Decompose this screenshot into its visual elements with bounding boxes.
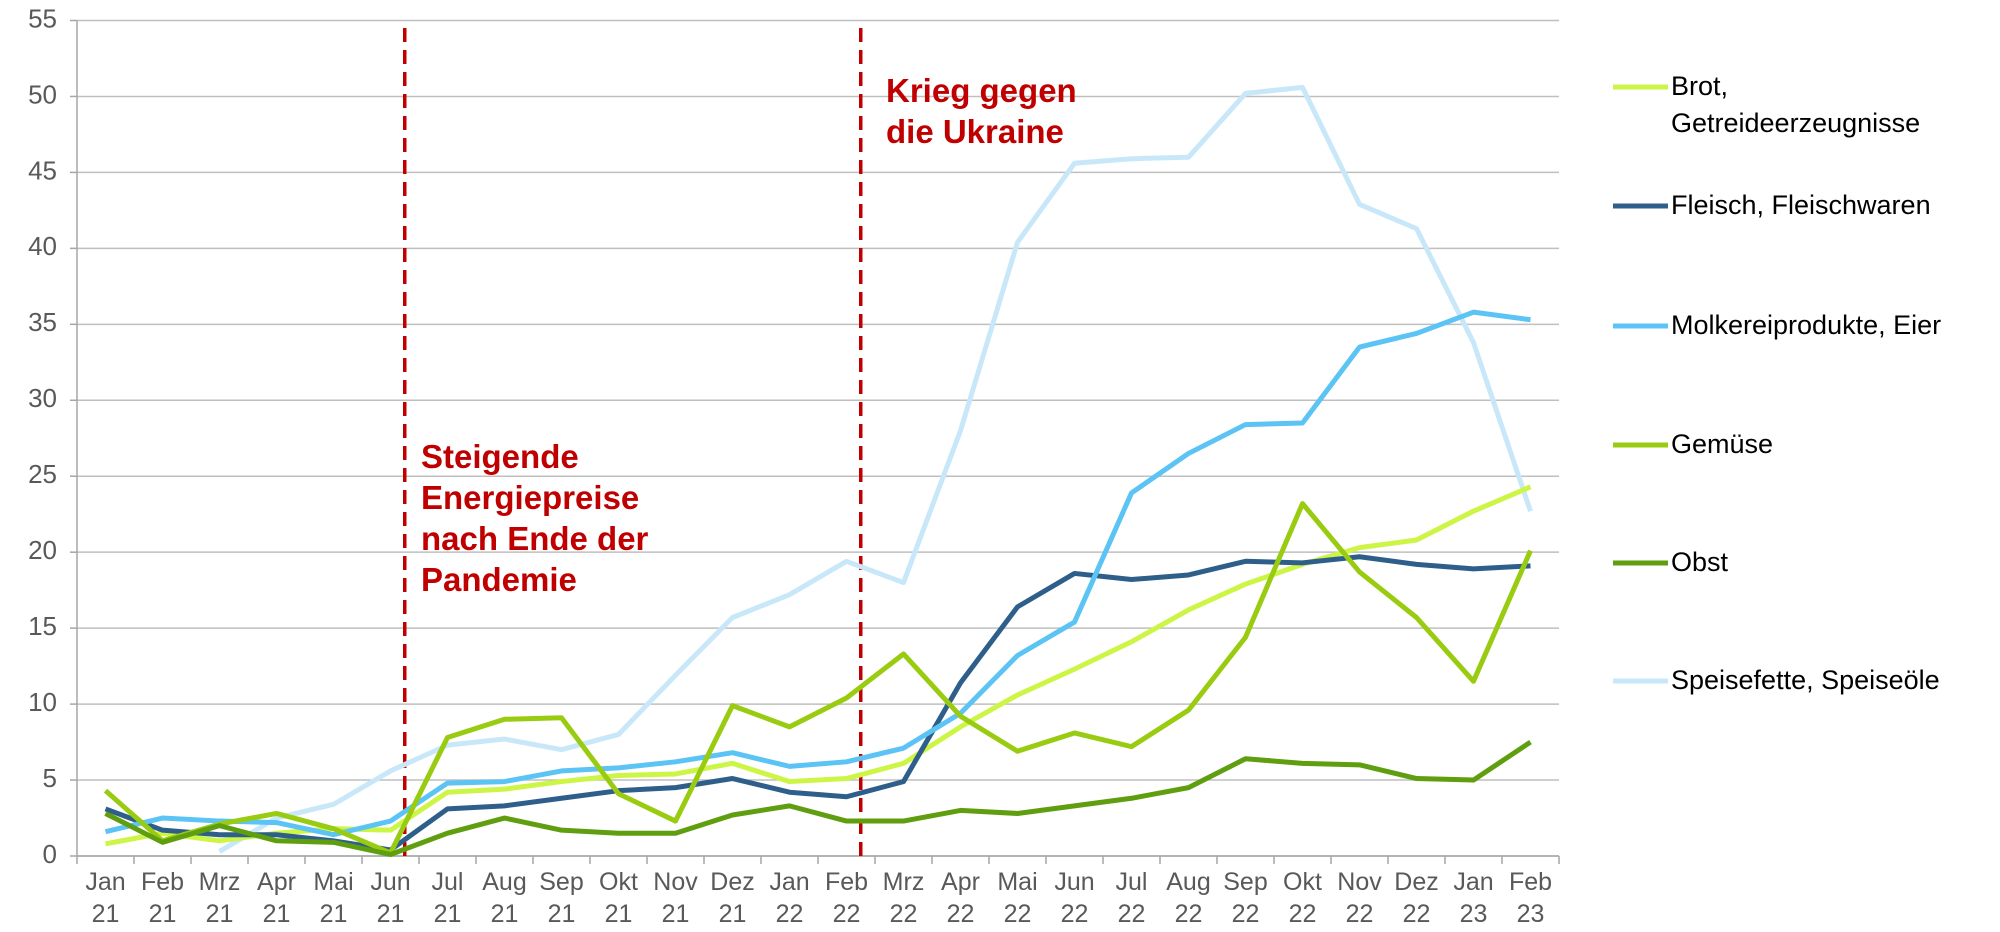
- legend-label: Gemüse: [1671, 429, 1774, 459]
- y-tick-label: 50: [28, 79, 57, 109]
- x-tick-label: Jan 22: [769, 868, 810, 928]
- x-tick-label: Apr 21: [257, 868, 296, 928]
- annotation-line-text: die Ukraine: [886, 113, 1064, 150]
- x-tick-label: Apr 22: [941, 868, 980, 928]
- series-line: [218, 84, 1533, 854]
- x-tick-label: Feb 21: [140, 868, 185, 928]
- x-tick-label: Okt 21: [599, 868, 638, 928]
- annotation-line-text: Steigende: [421, 438, 579, 475]
- annotation: Steigende Energiepreise nach Ende der Pande…: [421, 438, 649, 598]
- x-tick-label: Mai 21: [313, 868, 354, 928]
- series-line: [104, 739, 1532, 857]
- y-tick-label: 40: [28, 231, 57, 261]
- series-line: [104, 309, 1531, 838]
- y-tick-label: 20: [28, 535, 57, 565]
- annotation-line-text: Pandemie: [421, 561, 577, 598]
- x-tick-label: Feb 23: [1508, 868, 1553, 928]
- y-tick-label: 0: [43, 839, 57, 869]
- y-tick-label: 30: [28, 383, 57, 413]
- y-tick-label: 45: [28, 155, 57, 185]
- x-tick-label: Mrz 21: [198, 868, 241, 928]
- x-tick-label: Feb 22: [824, 868, 869, 928]
- y-tick-label: 55: [28, 3, 57, 33]
- series-line: [103, 501, 1533, 856]
- x-tick-label: Sep 22: [1223, 868, 1268, 928]
- x-tick-label: Dez 22: [1394, 868, 1439, 928]
- x-tick-label: Okt 22: [1283, 868, 1322, 928]
- y-tick-label: 15: [28, 611, 57, 641]
- y-tick-label: 10: [28, 687, 57, 717]
- x-tick-label: Jun 21: [370, 868, 411, 928]
- x-tick-label: Aug 21: [482, 868, 527, 928]
- x-tick-label: Jan 23: [1453, 868, 1494, 928]
- legend-label: Fleisch, Fleischwaren: [1671, 190, 1931, 220]
- annotation-line-text: nach Ende der: [421, 520, 649, 557]
- legend-label: Obst: [1671, 547, 1729, 577]
- x-tick-label: Jan 21: [85, 868, 126, 928]
- annotation-line-text: Energiepreise: [421, 479, 639, 516]
- x-tick-label: Nov 22: [1337, 868, 1382, 928]
- x-tick-label: Jul 22: [1115, 868, 1148, 928]
- annotation: Krieg gegen die Ukraine: [886, 72, 1077, 150]
- x-tick-label: Nov 21: [653, 868, 698, 928]
- legend-label: Molkereiprodukte, Eier: [1671, 310, 1942, 340]
- y-tick-label: 5: [43, 763, 57, 793]
- legend-label: Brot, Getreideerzeugnisse: [1671, 71, 1921, 138]
- y-tick-label: 25: [28, 459, 57, 489]
- legend-label: Speisefette, Speiseöle: [1671, 665, 1940, 695]
- x-tick-label: Mai 22: [997, 868, 1038, 928]
- x-tick-label: Dez 21: [710, 868, 755, 928]
- y-tick-label: 35: [28, 307, 57, 337]
- x-tick-label: Jun 22: [1054, 868, 1095, 928]
- x-tick-label: Mrz 22: [882, 868, 925, 928]
- annotation-line-text: Krieg gegen: [886, 72, 1077, 109]
- x-tick-label: Sep 21: [539, 868, 584, 928]
- x-tick-label: Jul 21: [431, 868, 464, 928]
- x-tick-label: Aug 22: [1166, 868, 1211, 928]
- series-line: [105, 484, 1532, 847]
